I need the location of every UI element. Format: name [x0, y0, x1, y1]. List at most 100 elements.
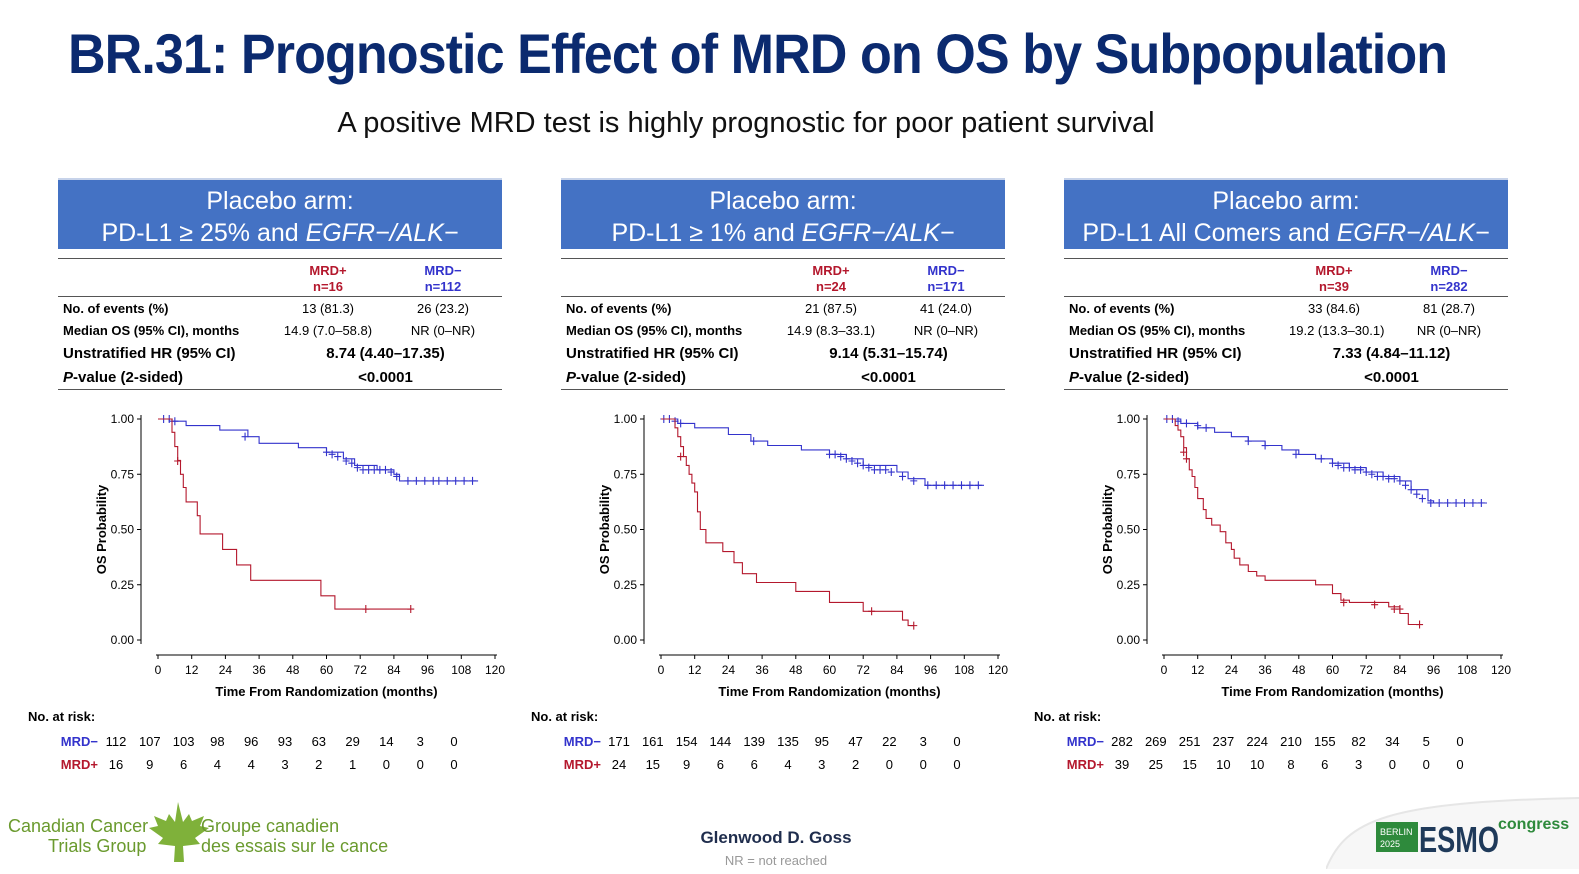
stats-table: MRD+ n=24 MRD− n=171 No. of events (%) 21 (87…: [561, 258, 1005, 390]
censor-mark: [460, 476, 468, 485]
at-risk-mrd-neg-value: 154: [675, 734, 698, 749]
panel-header: Placebo arm: PD-L1 ≥ 1% and EGFR−/ALK−: [561, 178, 1005, 249]
at-risk-mrd-pos-value: 6: [1321, 757, 1329, 772]
km-curve-mrd-pos: [1164, 418, 1423, 626]
presenter-name: Glenwood D. Goss: [700, 828, 852, 847]
censor-mark: [1357, 465, 1365, 474]
at-risk-table: No. at risk: MRD− MRD+ 112 16 107 9 103 6 98 4 96 4 9…: [28, 704, 508, 774]
censor-mark: [1418, 494, 1426, 503]
x-tick-label: 48: [286, 663, 300, 677]
censor-mark: [381, 465, 389, 474]
at-risk-label-mrd-pos: MRD+: [60, 757, 98, 772]
at-risk-mrd-pos-value: 0: [919, 757, 927, 772]
col-mrd-neg-n: n=282: [1430, 279, 1468, 294]
x-tick-label: 12: [688, 663, 702, 677]
y-tick-label: 0.00: [1117, 633, 1141, 647]
events-mrd-neg: 26 (23.2): [416, 301, 470, 316]
at-risk-mrd-neg-value: 103: [172, 734, 195, 749]
censor-mark: [1413, 490, 1421, 499]
at-risk-label-mrd-neg: MRD−: [60, 734, 98, 749]
at-risk-mrd-neg-value: 96: [243, 734, 259, 749]
at-risk-mrd-neg-value: 5: [1422, 734, 1430, 749]
panel-header-pdl1: PD-L1 All Comers and EGFR−/ALK−: [1082, 219, 1490, 247]
at-risk-label-mrd-pos: MRD+: [563, 757, 601, 772]
y-tick-label: 0.25: [111, 578, 135, 592]
censor-mark: [1340, 598, 1348, 607]
censor-mark: [910, 621, 918, 630]
censor-mark: [974, 481, 982, 490]
esmo-wordmark: ESMO: [1419, 819, 1499, 860]
censor-mark: [1452, 498, 1460, 507]
row-hr-label: Unstratified HR (95% CI): [566, 345, 739, 362]
col-mrd-pos-n: n=39: [1319, 279, 1349, 294]
at-risk-mrd-neg-value: 29: [345, 734, 360, 749]
at-risk-mrd-pos-value: 4: [247, 757, 255, 772]
y-tick-label: 0.50: [1117, 523, 1141, 537]
censor-mark: [387, 468, 395, 477]
nr-footnote: NR = not reached: [724, 853, 828, 868]
km-chart: 0.00 0.25 0.50 0.75 1.00 0 12 24 36 48 60 72 84 96 108…: [1100, 412, 1511, 699]
at-risk-mrd-neg-value: 3: [416, 734, 424, 749]
censor-mark: [1390, 474, 1398, 483]
at-risk-mrd-pos-value: 15: [645, 757, 661, 772]
censor-mark: [1368, 470, 1376, 479]
y-tick-label: 1.00: [1117, 412, 1141, 426]
censor-mark: [848, 456, 856, 465]
censor-mark: [362, 605, 370, 614]
col-mrd-pos: MRD+: [812, 263, 850, 278]
x-tick-label: 84: [890, 663, 904, 677]
x-tick-label: 0: [658, 663, 665, 677]
censor-mark: [443, 476, 451, 485]
x-tick-label: 108: [451, 663, 471, 677]
at-risk-mrd-neg-value: 107: [138, 734, 161, 749]
at-risk-label-mrd-neg: MRD−: [563, 734, 601, 749]
row-p-label: P-value (2-sided): [566, 369, 687, 386]
panel-header-pdl1: PD-L1 ≥ 1% and EGFR−/ALK−: [611, 219, 955, 247]
at-risk-mrd-pos-value: 9: [682, 757, 691, 772]
median-mrd-neg: NR (0–NR): [1416, 323, 1482, 338]
censor-mark: [899, 472, 907, 481]
subpopulation-panel: Placebo arm: PD-L1 All Comers and EGFR−/A…: [1034, 178, 1511, 778]
censor-mark: [421, 476, 429, 485]
hr-value: 7.33 (4.84–11.12): [1332, 345, 1451, 362]
x-tick-label: 72: [857, 663, 871, 677]
censor-mark: [1416, 620, 1424, 629]
row-median-label: Median OS (95% CI), months: [566, 323, 743, 338]
logo-text-fr-2: des essais sur le cancer: [201, 836, 388, 856]
at-risk-mrd-neg-value: 22: [882, 734, 897, 749]
at-risk-mrd-pos-value: 9: [146, 757, 154, 772]
median-mrd-pos: 14.9 (7.0–58.8): [283, 323, 373, 338]
at-risk-mrd-pos-value: 6: [716, 757, 724, 772]
at-risk-mrd-neg-value: 224: [1246, 734, 1269, 749]
censor-mark: [1202, 423, 1210, 432]
censor-mark: [342, 456, 350, 465]
at-risk-mrd-pos-value: 1: [348, 757, 357, 772]
at-risk-mrd-pos-value: 3: [818, 757, 826, 772]
y-axis-label: OS Probability: [1100, 484, 1115, 574]
censor-mark: [1180, 448, 1188, 457]
x-axis-label: Time From Randomization (months): [1221, 684, 1443, 699]
at-risk-mrd-neg-value: 171: [608, 734, 630, 749]
at-risk-mrd-pos-value: 4: [784, 757, 792, 772]
km-curve-mrd-pos: [661, 418, 914, 627]
at-risk-mrd-pos-value: 16: [108, 757, 124, 772]
censor-mark: [1244, 437, 1252, 446]
x-axis-label: Time From Randomization (months): [215, 684, 437, 699]
events-mrd-pos: 33 (84.6): [1307, 301, 1361, 316]
censor-mark: [452, 476, 460, 485]
y-tick-label: 0.00: [111, 633, 135, 647]
censor-mark: [1371, 600, 1379, 609]
censor-mark: [241, 432, 249, 441]
at-risk-mrd-pos-value: 15: [1182, 757, 1197, 772]
at-risk-mrd-neg-value: 155: [1313, 734, 1336, 749]
censor-mark: [924, 481, 932, 490]
at-risk-mrd-pos-value: 4: [213, 757, 221, 772]
y-tick-label: 0.75: [614, 467, 638, 481]
censor-mark: [1427, 498, 1435, 507]
x-tick-label: 96: [421, 663, 435, 677]
x-tick-label: 120: [485, 663, 505, 677]
median-mrd-pos: 14.9 (8.3–33.1): [786, 323, 876, 338]
egfr-alk-label: EGFR−/ALK−: [1336, 219, 1490, 247]
censor-mark: [677, 419, 685, 428]
at-risk-title: No. at risk:: [1034, 709, 1102, 724]
